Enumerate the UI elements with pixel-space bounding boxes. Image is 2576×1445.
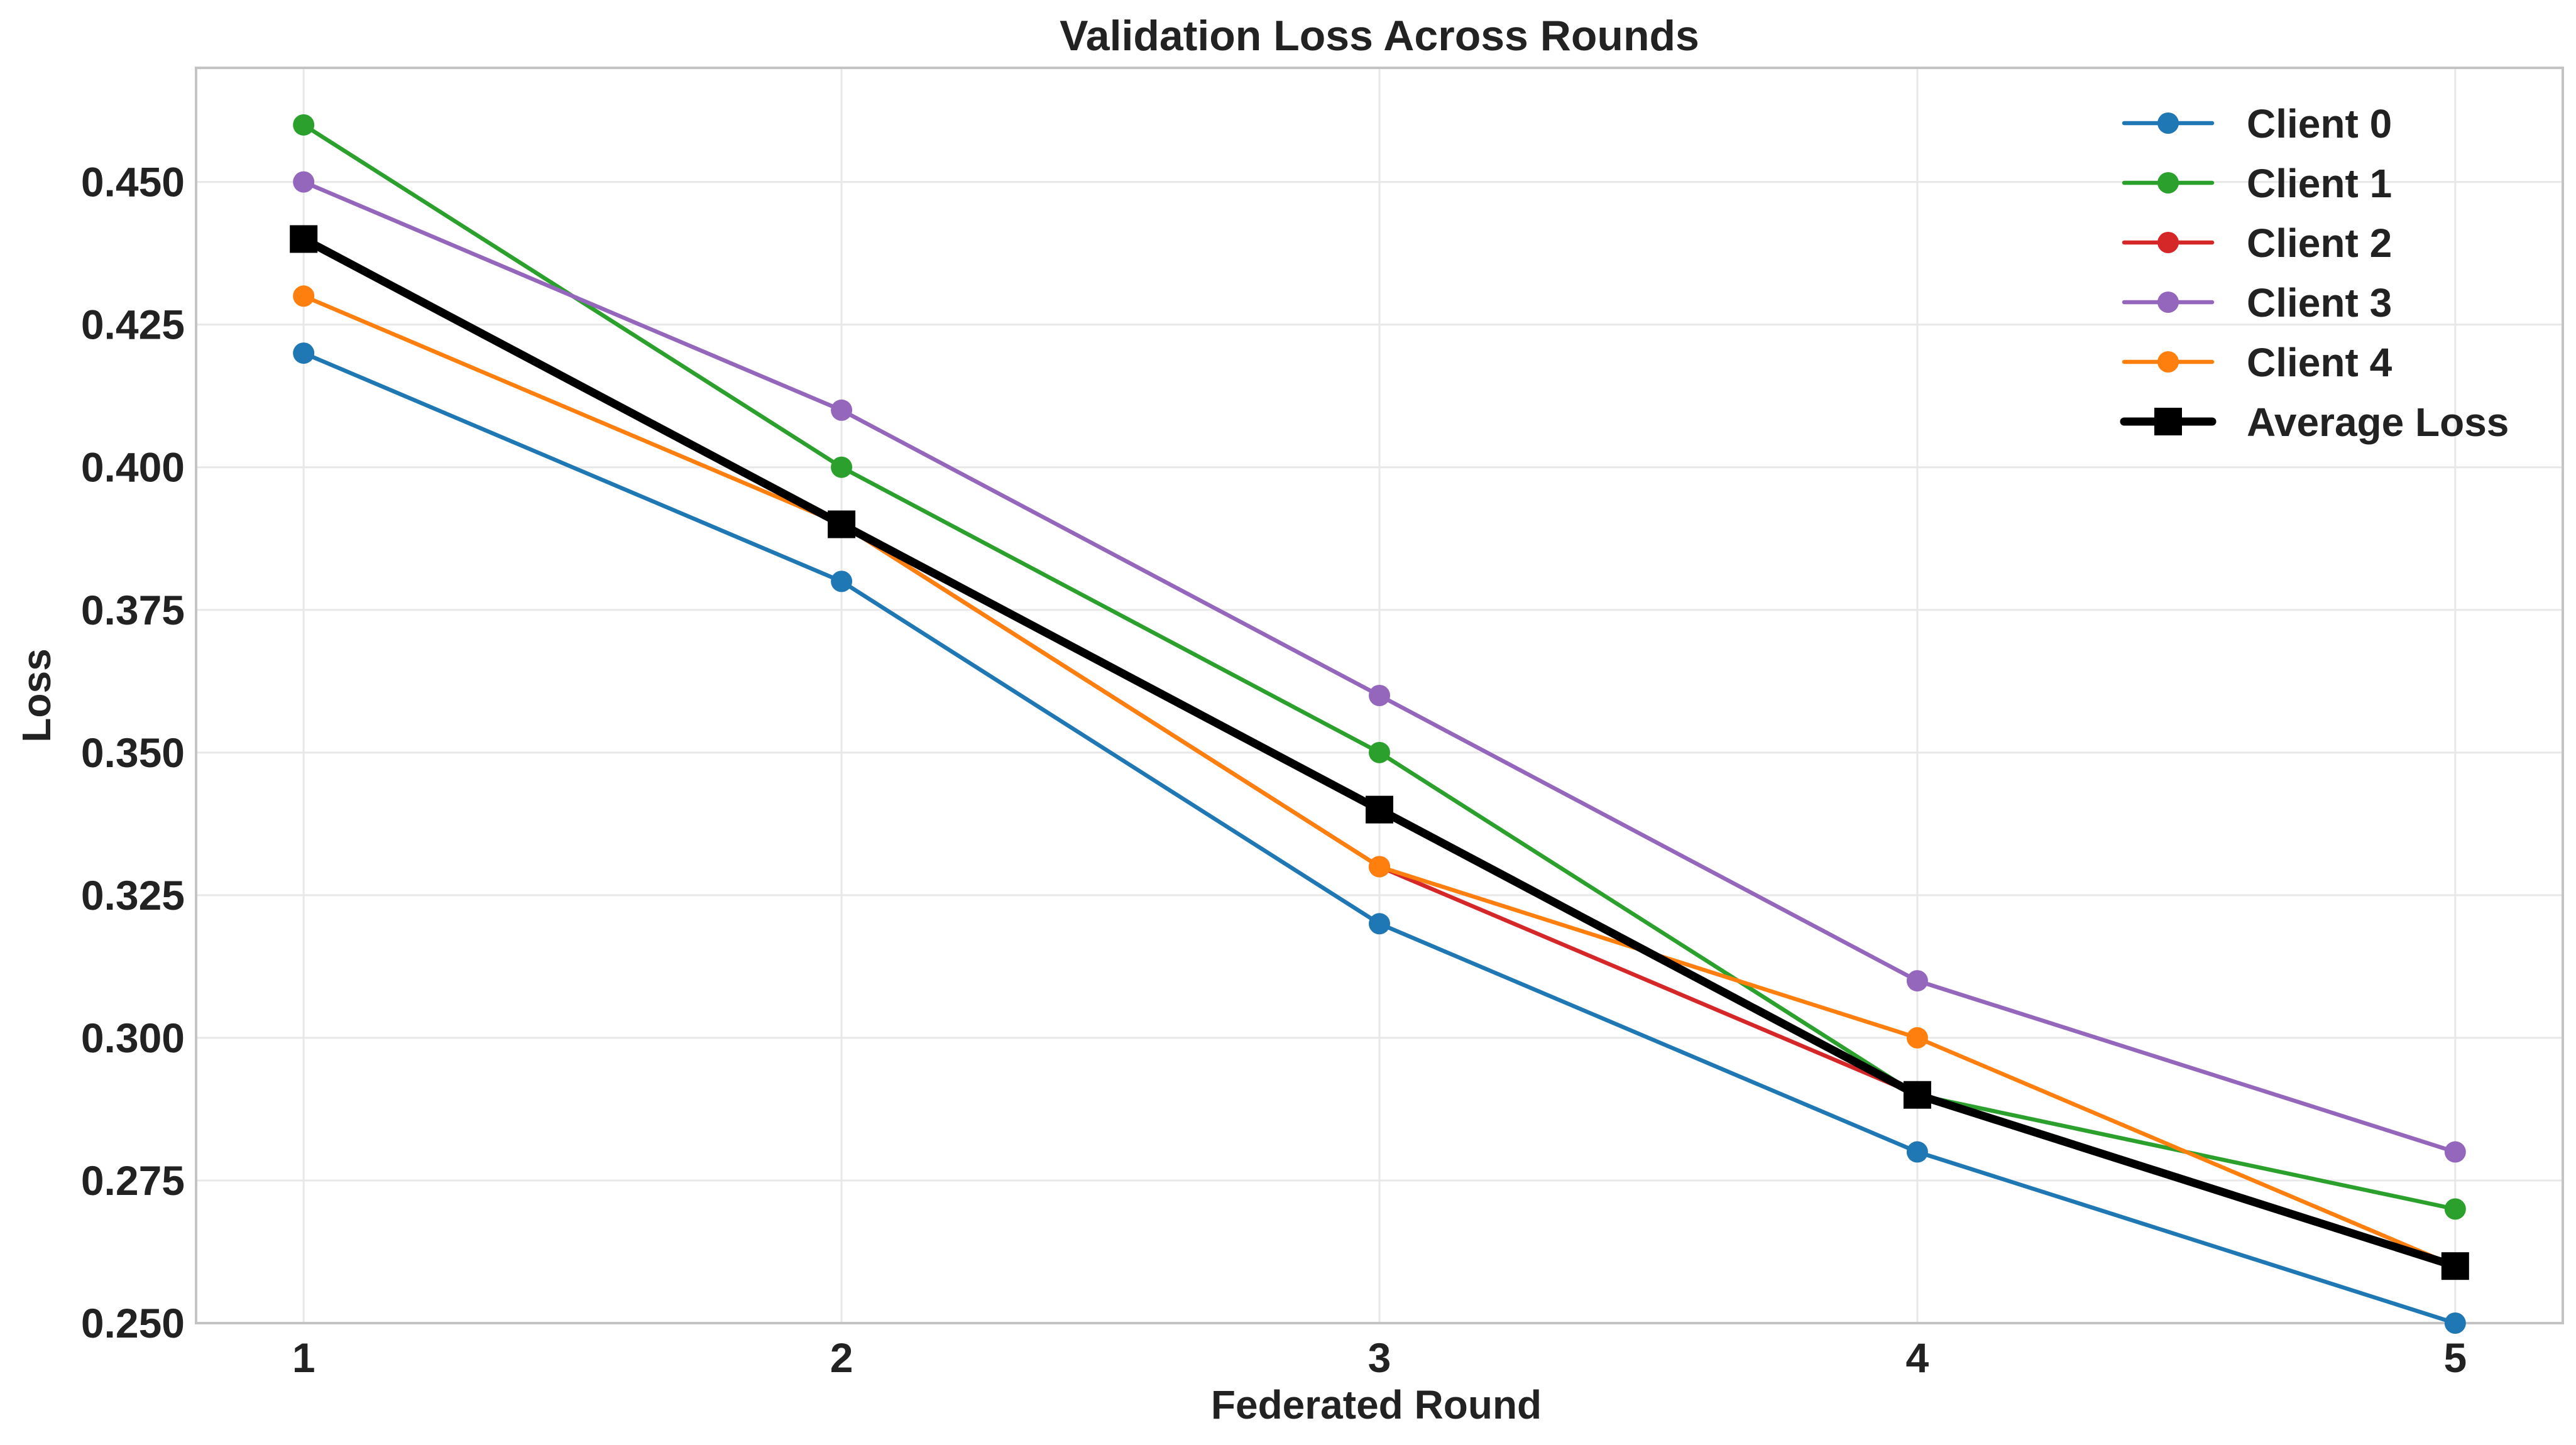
data-point-square	[1366, 795, 1393, 824]
legend-entry: Client 2	[2122, 221, 2392, 266]
y-tick-label: 0.450	[81, 159, 185, 205]
legend-label: Client 4	[2247, 340, 2392, 385]
data-point	[293, 285, 315, 307]
legend-marker-square	[2154, 408, 2182, 435]
data-point-square	[1903, 1081, 1931, 1109]
legend-marker	[2157, 172, 2179, 194]
legend-entry: Client 1	[2122, 161, 2392, 206]
legend-entry: Client 0	[2122, 101, 2392, 146]
series-group	[290, 114, 2469, 1334]
data-point	[1369, 741, 1390, 763]
series-5	[290, 225, 2469, 1280]
legend-marker	[2157, 232, 2179, 253]
legend-marker	[2157, 351, 2179, 373]
data-point	[831, 456, 853, 478]
legend-entry: Client 3	[2122, 280, 2392, 325]
legend-label: Average Loss	[2247, 400, 2509, 445]
x-tick-label: 4	[1906, 1334, 1929, 1381]
x-tick-label: 3	[1368, 1334, 1391, 1381]
series-1	[293, 114, 2466, 1220]
legend-label: Client 0	[2247, 101, 2392, 146]
data-point	[1906, 1027, 1928, 1049]
data-point-square	[2441, 1252, 2469, 1280]
legend-label: Client 2	[2247, 221, 2392, 266]
legend-marker	[2157, 112, 2179, 134]
data-point	[1369, 856, 1390, 878]
chart-title: Validation Loss Across Rounds	[1060, 12, 1699, 60]
y-tick-label: 0.350	[81, 729, 185, 776]
y-tick-label: 0.325	[81, 872, 185, 919]
tick-labels: 0.250 0.275 0.300 0.325 0.350 0.375 0.400 0.425…	[81, 159, 2467, 1381]
legend-entry: Average Loss	[2120, 400, 2509, 445]
data-point	[1906, 970, 1928, 992]
x-axis-label: Federated Round	[1211, 1382, 1542, 1427]
data-point	[1369, 913, 1390, 935]
y-axis-label: Loss	[14, 648, 59, 742]
y-tick-label: 0.250	[81, 1300, 185, 1346]
legend-entry: Client 4	[2122, 340, 2392, 385]
legend-marker	[2157, 292, 2179, 313]
data-point	[2444, 1312, 2466, 1334]
data-point	[293, 171, 315, 193]
series-0	[293, 342, 2466, 1334]
data-point	[831, 570, 853, 592]
plot-area-frame	[195, 67, 2564, 1324]
legend-label: Client 1	[2247, 161, 2392, 206]
series-3	[293, 171, 2466, 1163]
legend: Client 0 Client 1 Client 2 Client 3 Client 4…	[2120, 101, 2509, 445]
y-tick-label: 0.275	[81, 1157, 185, 1204]
data-point-square	[290, 225, 318, 253]
data-point	[831, 399, 853, 421]
data-point	[1369, 685, 1390, 706]
legend-label: Client 3	[2247, 280, 2392, 325]
data-point-square	[828, 510, 856, 538]
data-point	[2444, 1141, 2466, 1163]
data-point	[293, 342, 315, 364]
data-point	[1906, 1141, 1928, 1163]
y-tick-label: 0.400	[81, 444, 185, 491]
y-tick-label: 0.300	[81, 1015, 185, 1061]
x-tick-label: 1	[292, 1334, 315, 1381]
data-point	[2444, 1198, 2466, 1220]
x-tick-label: 2	[830, 1334, 853, 1381]
y-tick-label: 0.375	[81, 587, 185, 633]
y-tick-label: 0.425	[81, 302, 185, 348]
x-tick-label: 5	[2443, 1334, 2467, 1381]
data-point	[293, 114, 315, 136]
